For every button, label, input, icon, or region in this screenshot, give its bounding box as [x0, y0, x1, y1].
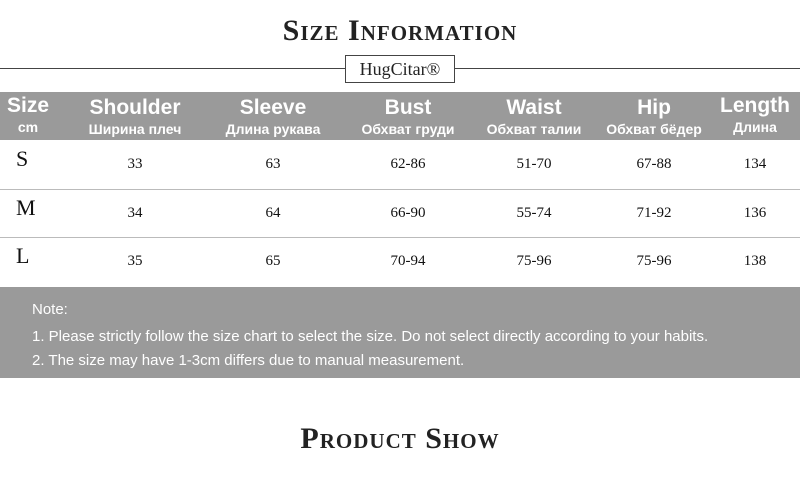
cell: 134	[743, 156, 767, 172]
cell: 67-88	[636, 156, 672, 172]
title: Size Information	[282, 14, 518, 47]
header-cell: Waist Обхват талии	[469, 92, 599, 144]
header-ru: Обхват бёдер	[606, 121, 702, 137]
header-cell: Hip Обхват бёдер	[589, 92, 719, 144]
header-band	[0, 92, 800, 140]
cell: 66-90	[390, 204, 426, 221]
size-label: L	[16, 243, 30, 268]
header-en: Waist	[506, 96, 562, 119]
cell: 71-92	[636, 204, 672, 221]
cell: 63	[265, 156, 281, 172]
header-ru: Ширина плеч	[88, 121, 182, 137]
header-cell: Sleeve Длина рукава	[208, 92, 338, 144]
note-item: 1. Please strictly follow the size chart…	[32, 328, 709, 345]
header-en: Length	[720, 94, 790, 117]
cell: 35	[127, 253, 143, 269]
cell: 65	[265, 253, 281, 269]
header-cell: Bust Обхват груди	[343, 92, 473, 144]
cell: 33	[127, 156, 143, 172]
cell: 64	[265, 204, 281, 221]
cell: 75-96	[636, 253, 672, 269]
note-title: Note:	[32, 301, 68, 318]
header-ru: Обхват груди	[361, 121, 455, 137]
size-label: S	[16, 146, 29, 171]
cell: 138	[743, 253, 767, 269]
header-ru: cm	[17, 119, 39, 135]
brand: HugCitar®	[345, 55, 455, 83]
cell: 62-86	[390, 156, 426, 172]
footer-title: Product Show	[300, 422, 500, 455]
cell: 75-96	[516, 253, 552, 269]
header-en: Sleeve	[239, 96, 307, 119]
cell: 51-70	[516, 156, 552, 172]
cell: 136	[743, 204, 767, 221]
cell: 34	[127, 204, 143, 221]
header-cell: Shoulder Ширина плеч	[70, 92, 200, 144]
row-line	[0, 188, 800, 190]
header-ru: Длина рукава	[225, 121, 321, 137]
header-en: Bust	[384, 96, 432, 119]
size-label: M	[16, 194, 36, 220]
header-cell: Size cm	[0, 92, 58, 142]
header-ru: Длина	[733, 119, 777, 135]
cell: 55-74	[516, 204, 552, 221]
header-cell: Length Длина	[710, 92, 800, 142]
cell: 70-94	[390, 253, 426, 269]
note-item: 2. The size may have 1-3cm differs due t…	[32, 352, 465, 369]
header-en: Hip	[637, 96, 671, 119]
note-band	[0, 287, 800, 378]
header-en: Shoulder	[89, 96, 181, 119]
header-ru: Обхват талии	[486, 121, 582, 137]
header-en: Size	[6, 94, 50, 117]
row-line	[0, 237, 800, 238]
